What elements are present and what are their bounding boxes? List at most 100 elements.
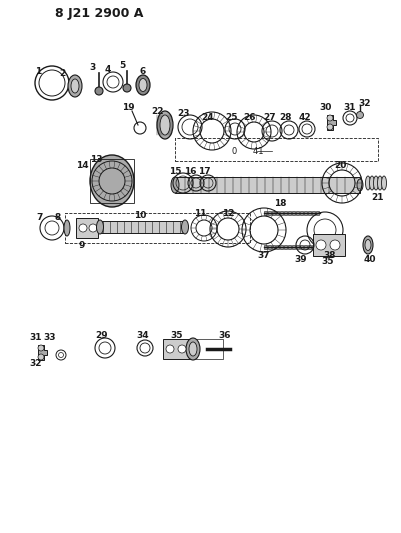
Bar (284, 211, 287, 215)
Bar (308, 211, 311, 215)
Ellipse shape (365, 239, 371, 251)
Circle shape (166, 345, 174, 353)
Text: 27: 27 (264, 112, 276, 122)
Circle shape (330, 240, 340, 250)
Bar (268, 211, 271, 215)
Bar (193, 339, 223, 359)
Bar (280, 211, 283, 215)
Ellipse shape (139, 78, 147, 92)
Ellipse shape (377, 176, 383, 190)
Text: 7: 7 (37, 214, 43, 222)
Text: 22: 22 (151, 107, 163, 116)
Polygon shape (38, 345, 47, 360)
Bar (296, 211, 299, 215)
Text: 4: 4 (105, 64, 111, 74)
Text: 37: 37 (258, 251, 270, 260)
Bar (308, 245, 311, 249)
Text: 40: 40 (364, 254, 376, 263)
Circle shape (38, 354, 44, 360)
Ellipse shape (373, 176, 379, 190)
Ellipse shape (71, 79, 79, 93)
Circle shape (95, 87, 103, 95)
Text: 24: 24 (202, 112, 214, 122)
Text: 19: 19 (122, 103, 134, 112)
Text: 10: 10 (134, 211, 146, 220)
Bar (312, 211, 315, 215)
Bar (100, 221, 185, 233)
Text: 26: 26 (244, 112, 256, 122)
Bar (300, 211, 303, 215)
Text: 34: 34 (137, 330, 149, 340)
Text: 23: 23 (177, 109, 189, 117)
Bar (276, 245, 279, 249)
Text: 0      41: 0 41 (232, 147, 264, 156)
Ellipse shape (189, 342, 197, 356)
Bar (90, 159, 134, 203)
Text: 39: 39 (295, 254, 307, 263)
Text: 29: 29 (96, 330, 108, 340)
Circle shape (327, 115, 333, 121)
Text: 12: 12 (222, 208, 234, 217)
Text: 5: 5 (119, 61, 125, 69)
Bar (316, 245, 319, 249)
Text: 14: 14 (76, 160, 88, 169)
Text: 31: 31 (344, 103, 356, 112)
Ellipse shape (97, 220, 103, 234)
Text: 20: 20 (334, 160, 346, 169)
Circle shape (38, 345, 44, 351)
Bar (316, 211, 319, 215)
Ellipse shape (68, 75, 82, 97)
Text: 25: 25 (225, 112, 237, 122)
Ellipse shape (182, 220, 188, 234)
Ellipse shape (186, 338, 200, 360)
Bar (292, 245, 295, 249)
Text: 13: 13 (90, 155, 102, 164)
Bar (288, 211, 291, 215)
Bar (272, 245, 275, 249)
Circle shape (327, 124, 333, 130)
Text: 31: 31 (30, 333, 42, 342)
Text: 18: 18 (274, 198, 286, 207)
Text: 35: 35 (171, 330, 183, 340)
Text: 11: 11 (194, 208, 206, 217)
Ellipse shape (157, 111, 173, 139)
Bar (292, 211, 295, 215)
Text: 32: 32 (30, 359, 42, 367)
Text: 33: 33 (44, 333, 56, 342)
Bar (284, 245, 287, 249)
Text: 1: 1 (35, 67, 41, 76)
Bar (304, 245, 307, 249)
Bar (276, 211, 279, 215)
Ellipse shape (90, 155, 134, 207)
Text: 3: 3 (90, 62, 96, 71)
Circle shape (89, 224, 97, 232)
Bar (280, 245, 283, 249)
Bar (312, 245, 315, 249)
Ellipse shape (160, 115, 170, 135)
Polygon shape (327, 115, 336, 130)
Text: 17: 17 (198, 166, 210, 175)
Bar (175, 177, 360, 193)
Bar (288, 245, 291, 249)
Text: 28: 28 (280, 112, 292, 122)
Bar (304, 211, 307, 215)
Circle shape (79, 224, 87, 232)
Text: 35: 35 (322, 256, 334, 265)
Bar (163, 339, 191, 359)
Ellipse shape (369, 176, 375, 190)
Circle shape (123, 84, 131, 92)
Bar (296, 245, 299, 249)
Ellipse shape (136, 75, 150, 95)
Text: 15: 15 (169, 166, 181, 175)
Bar (76, 218, 98, 238)
Ellipse shape (64, 220, 70, 236)
Ellipse shape (381, 176, 387, 190)
Text: 8: 8 (55, 213, 61, 222)
Ellipse shape (363, 236, 373, 254)
Text: 2: 2 (59, 69, 65, 77)
Text: 30: 30 (320, 103, 332, 112)
Text: 8 J21 2900 A: 8 J21 2900 A (55, 6, 144, 20)
Bar (268, 245, 271, 249)
Circle shape (316, 240, 326, 250)
Text: 36: 36 (219, 330, 231, 340)
